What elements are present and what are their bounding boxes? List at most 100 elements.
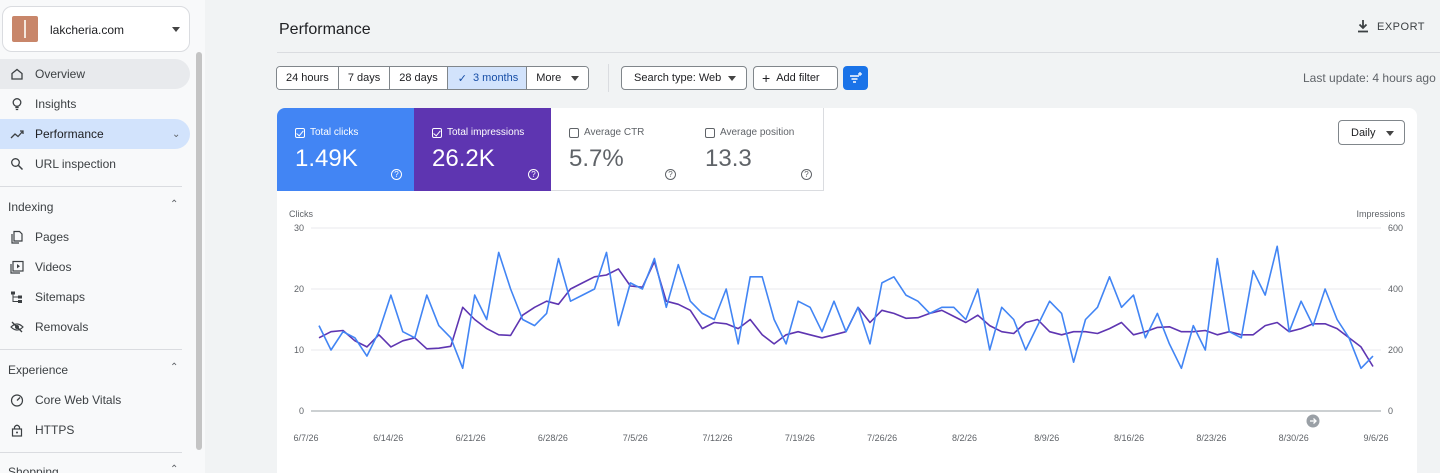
metric-value: 5.7% (569, 145, 624, 172)
range-label: 7 days (347, 72, 381, 84)
x-tick-label: 7/5/26 (623, 433, 648, 443)
range-24-hours-button[interactable]: 24 hours (277, 67, 339, 89)
left-tick-label: 0 (299, 406, 304, 416)
left-tick-label: 30 (294, 223, 304, 233)
section-title-experience: Experience (8, 363, 69, 377)
x-tick-label: 8/9/26 (1034, 433, 1059, 443)
header-divider (277, 52, 1440, 53)
sidebar-item-url-inspection[interactable]: URL inspection (0, 149, 190, 179)
help-icon[interactable]: ? (391, 169, 402, 180)
range-28-days-button[interactable]: 28 days (390, 67, 448, 89)
left-tick-label: 20 (294, 284, 304, 294)
chart-x-ticks: 6/7/26 6/14/26 6/21/26 6/28/26 7/5/26 7/12/26… (293, 433, 1388, 443)
sidebar-item-sitemaps[interactable]: Sitemaps (0, 282, 190, 312)
left-tick-label: 10 (294, 345, 304, 355)
x-tick-label: 8/30/26 (1279, 433, 1309, 443)
annotation-marker-icon (1306, 414, 1320, 428)
video-icon (10, 260, 24, 274)
lock-icon (11, 424, 23, 437)
sidebar-item-label: Removals (35, 320, 89, 334)
chevron-up-icon[interactable]: ⌃ (170, 464, 179, 473)
range-label: More (536, 72, 562, 84)
chart-axes: 30 600 20 400 10 200 0 0 Clicks Impressions (289, 209, 1406, 416)
checkbox-icon (295, 127, 305, 138)
granularity-dropdown[interactable]: Daily (1338, 120, 1405, 145)
sidebar-item-overview[interactable]: Overview (0, 59, 190, 89)
download-icon (1358, 20, 1368, 33)
add-filter-label: Add filter (776, 72, 820, 84)
sidebar: lakcheria.com Overview Insights Performa… (0, 0, 205, 473)
metric-average-position[interactable]: Average position 13.3 ? (687, 108, 824, 191)
range-label: 28 days (399, 72, 438, 84)
chevron-down-icon: ⌄ (172, 129, 181, 140)
chevron-up-icon[interactable]: ⌃ (170, 199, 179, 210)
sidebar-item-label: Overview (35, 67, 86, 81)
sidebar-item-core-web-vitals[interactable]: Core Web Vitals (0, 385, 190, 415)
toolbar-separator (608, 64, 609, 92)
home-icon (11, 68, 23, 80)
right-tick-label: 400 (1388, 284, 1403, 294)
metric-label: Average position (720, 127, 795, 138)
sidebar-item-label: Videos (35, 260, 72, 274)
sidebar-item-pages[interactable]: Pages (0, 222, 190, 252)
metric-total-clicks[interactable]: Total clicks 1.49K ? (277, 108, 414, 191)
checkbox-icon (705, 127, 715, 138)
granularity-label: Daily (1351, 126, 1376, 139)
checkbox-icon (569, 127, 579, 138)
x-tick-label: 8/23/26 (1196, 433, 1226, 443)
performance-card: Total clicks 1.49K ? Total impressions 2… (277, 108, 1417, 473)
site-logo (12, 16, 38, 42)
chart-annotations (1306, 414, 1320, 428)
filter-list-icon (850, 72, 862, 83)
add-filter-button[interactable]: + Add filter (753, 66, 838, 90)
x-tick-label: 6/28/26 (538, 433, 568, 443)
series-line-clicks (318, 245, 1374, 370)
x-tick-label: 7/26/26 (867, 433, 897, 443)
arrow-right-icon (1310, 418, 1317, 424)
export-button[interactable]: EXPORT (1357, 20, 1425, 33)
page-title: Performance (279, 21, 371, 38)
metric-label: Total impressions (447, 127, 525, 138)
chart-grid (311, 227, 1381, 412)
sidebar-item-videos[interactable]: Videos (0, 252, 190, 282)
metric-label: Average CTR (584, 127, 645, 138)
metric-label: Total clicks (310, 127, 359, 138)
range-7-days-button[interactable]: 7 days (338, 67, 391, 89)
lightbulb-icon (12, 98, 22, 111)
range-3-months-button[interactable]: ✓ 3 months (447, 67, 528, 89)
search-type-label: Search type: Web (634, 72, 722, 84)
right-axis-label: Impressions (1356, 209, 1405, 219)
export-label: EXPORT (1377, 20, 1426, 33)
caret-down-icon (1386, 131, 1394, 136)
sidebar-item-performance[interactable]: Performance ⌄ (0, 119, 190, 149)
checkbox-icon (432, 127, 442, 138)
main-content: Performance EXPORT 24 hours 7 days 28 da… (205, 0, 1440, 473)
sidebar-item-label: URL inspection (35, 157, 116, 171)
pages-icon (11, 230, 23, 244)
plus-icon: + (762, 70, 771, 86)
sidebar-item-label: Core Web Vitals (35, 393, 122, 407)
metric-average-ctr[interactable]: Average CTR 5.7% ? (551, 108, 688, 191)
sidebar-item-insights[interactable]: Insights (0, 89, 190, 119)
metric-total-impressions[interactable]: Total impressions 26.2K ? (414, 108, 551, 191)
help-icon[interactable]: ? (801, 169, 812, 180)
search-type-dropdown[interactable]: Search type: Web (621, 66, 747, 90)
x-tick-label: 9/6/26 (1363, 433, 1388, 443)
property-name: lakcheria.com (50, 23, 125, 37)
chart-series (318, 245, 1374, 370)
x-tick-label: 7/19/26 (785, 433, 815, 443)
filter-settings-button[interactable] (843, 66, 868, 90)
property-selector[interactable]: lakcheria.com (2, 6, 190, 52)
divider (0, 186, 182, 187)
x-tick-label: 6/14/26 (373, 433, 403, 443)
caret-down-icon (172, 27, 180, 32)
help-icon[interactable]: ? (665, 169, 676, 180)
sidebar-item-https[interactable]: HTTPS (0, 415, 190, 445)
range-more-button[interactable]: More (527, 67, 589, 89)
chevron-up-icon[interactable]: ⌃ (170, 362, 179, 373)
sidebar-scrollbar[interactable] (196, 52, 202, 450)
sidebar-item-removals[interactable]: Removals (0, 312, 190, 342)
section-title-shopping: Shopping (8, 465, 59, 473)
help-icon[interactable]: ? (528, 169, 539, 180)
metric-value: 13.3 (705, 145, 752, 172)
